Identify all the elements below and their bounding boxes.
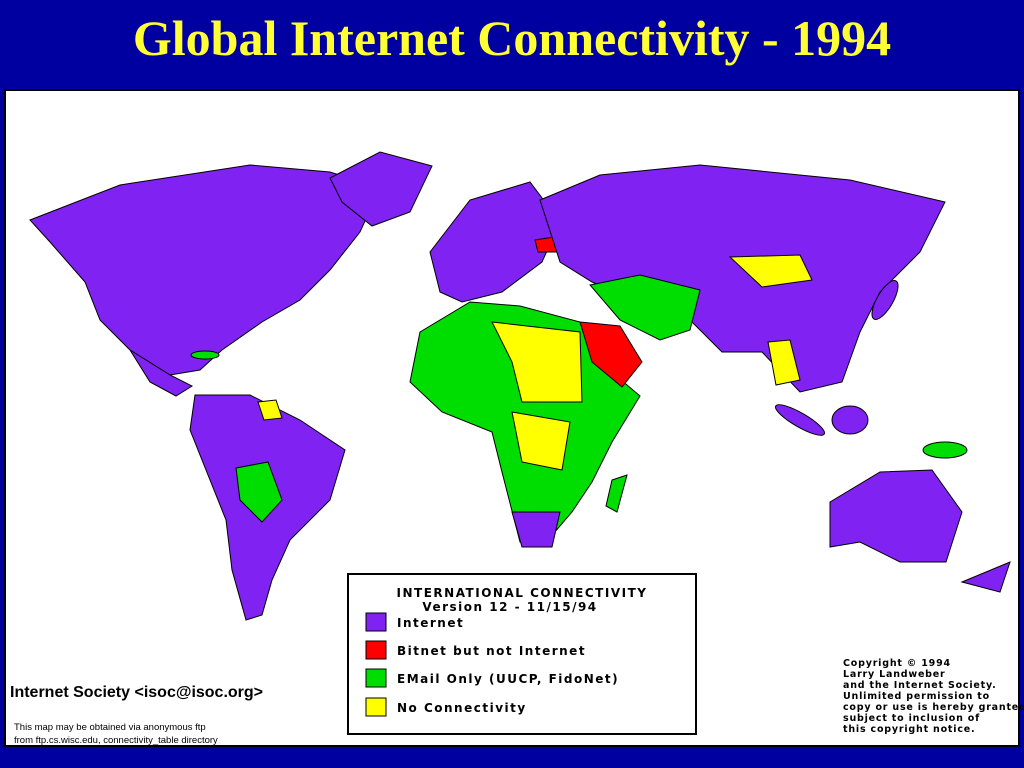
southern-africa [511,511,561,548]
copyright-line: Larry Landweber [843,669,946,680]
borneo [831,405,869,435]
central-asia [589,274,701,341]
legend-box [347,573,697,735]
sahara [491,321,583,403]
greenland [329,151,433,227]
europe [429,181,561,303]
legend-label: EMail Only (UUCP, FidoNet) [397,672,619,686]
sumatra [775,404,825,436]
legend: INTERNATIONAL CONNECTIVITY Version 12 - … [365,586,648,717]
indochina [767,339,801,386]
ftp-note-line: This map may be obtained via anonymous f… [14,722,206,733]
legend-label: Internet [397,616,464,630]
copyright-line: Unlimited permission to [843,691,990,702]
australia [829,469,963,563]
mongolia [728,254,813,288]
legend-label: No Connectivity [397,701,527,715]
legend-swatch [365,668,387,688]
copyright-line: subject to inclusion of [843,713,980,724]
guianas [257,399,283,421]
slide-title: Global Internet Connectivity - 1994 [132,10,892,66]
bolivia-paraguay [235,461,283,523]
copyright-line: and the Internet Society. [843,680,997,691]
legend-swatch [365,697,387,717]
legend-label: Bitnet but not Internet [397,644,586,658]
legend-swatch [365,612,387,632]
japan [871,280,899,320]
copyright-line: Copyright © 1994 [843,658,951,669]
legend-swatch [365,640,387,660]
credit: Internet Society <isoc@isoc.org> [10,684,263,701]
madagascar [605,474,628,513]
arabia [579,321,643,388]
ftp-note: This map may be obtained via anonymous f… [14,722,218,746]
continents [29,151,1011,621]
north-america [29,164,381,376]
legend-version: Version 12 - 11/15/94 [422,600,597,614]
new-guinea [922,441,968,459]
copyright-line: this copyright notice. [843,724,975,735]
new-zealand [960,561,1011,593]
copyright-line: copy or use is hereby granted [843,702,1024,713]
ftp-note-line: from ftp.cs.wisc.edu, connectivity_table… [14,735,218,746]
central-america [129,349,194,397]
caribbean [190,350,220,360]
central-africa [511,411,571,471]
legend-title: INTERNATIONAL CONNECTIVITY [397,586,648,600]
